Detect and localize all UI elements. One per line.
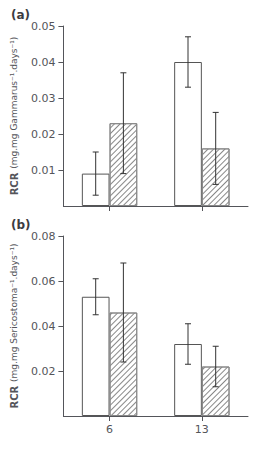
svg-text:0.03: 0.03 [31, 92, 56, 105]
svg-text:13: 13 [195, 423, 209, 436]
svg-text:0.05: 0.05 [31, 20, 56, 33]
svg-text:0.02: 0.02 [31, 365, 56, 378]
svg-text:0.04: 0.04 [31, 320, 56, 333]
svg-text:RCR: RCR [9, 172, 20, 195]
svg-text:0.08: 0.08 [31, 230, 56, 243]
svg-text:(a): (a) [11, 8, 30, 22]
svg-text:0.02: 0.02 [31, 128, 56, 141]
svg-text:0.01: 0.01 [31, 164, 56, 177]
svg-text:0.04: 0.04 [31, 56, 56, 69]
svg-text:RCR: RCR [9, 385, 20, 408]
svg-text:6: 6 [106, 423, 113, 436]
svg-text:(mg.mg Sericostoma⁻¹.days⁻¹): (mg.mg Sericostoma⁻¹.days⁻¹) [9, 244, 19, 382]
svg-text:(b): (b) [11, 218, 31, 232]
svg-text:0.06: 0.06 [31, 275, 56, 288]
svg-text:(mg.mg Gammarus⁻¹.days⁻¹): (mg.mg Gammarus⁻¹.days⁻¹) [9, 37, 19, 169]
